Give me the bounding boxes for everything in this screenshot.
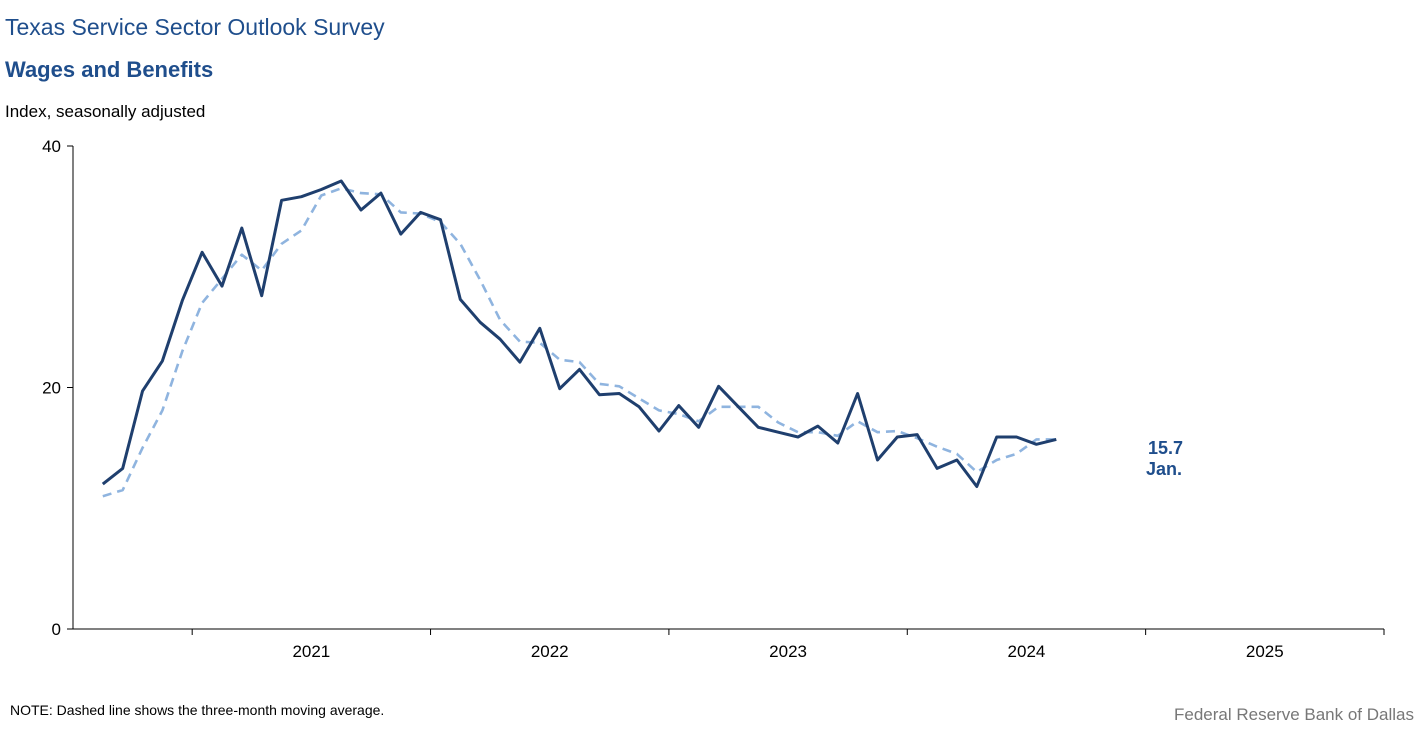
x-tick-label: 2025: [1246, 642, 1284, 661]
y-tick-label: 0: [52, 620, 61, 639]
x-tick-label: 2022: [531, 642, 569, 661]
chart-title: Texas Service Sector Outlook Survey: [5, 14, 385, 40]
y-tick-label: 20: [42, 379, 61, 398]
x-tick-label: 2023: [769, 642, 807, 661]
footnote: NOTE: Dashed line shows the three-month …: [10, 702, 385, 718]
x-tick-label: 2024: [1008, 642, 1046, 661]
chart-callout: 15.7 Jan.: [1146, 438, 1183, 479]
index-line: [101, 179, 1057, 488]
chart-axes: [72, 146, 1384, 630]
chart-ticks: 0 20 40 2021 2022 2023 2024 2025: [42, 137, 1385, 661]
latest-month-label: Jan.: [1146, 459, 1182, 479]
latest-value-label: 15.7: [1148, 438, 1183, 458]
y-tick-label: 40: [42, 137, 61, 156]
moving-average-line: [102, 187, 1057, 498]
source-credit: Federal Reserve Bank of Dallas: [1173, 705, 1414, 724]
x-tick-label: 2021: [292, 642, 330, 661]
chart-series: [101, 179, 1057, 498]
y-axis-label: Index, seasonally adjusted: [5, 102, 206, 121]
chart-subtitle: Wages and Benefits: [5, 57, 214, 82]
